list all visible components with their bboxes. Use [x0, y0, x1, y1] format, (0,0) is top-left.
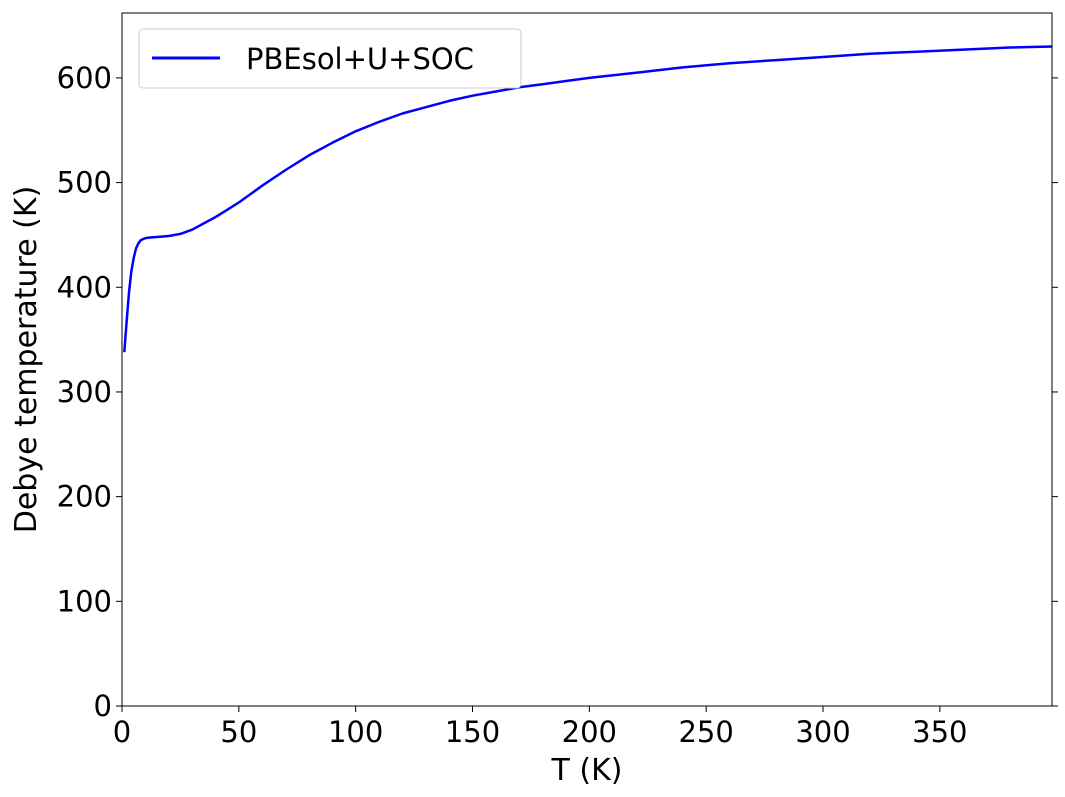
x-tick-label: 0: [113, 715, 131, 749]
y-tick-label: 400: [57, 270, 112, 304]
x-tick-label: 100: [328, 715, 383, 749]
y-tick-label: 200: [57, 480, 112, 514]
y-tick-label: 0: [94, 689, 112, 723]
x-tick-label: 300: [795, 715, 850, 749]
y-axis-label: Debye temperature (K): [9, 186, 44, 534]
y-tick-label: 600: [57, 61, 112, 95]
y-axis-ticks: 0 100 200 300 400 500 600: [57, 61, 1058, 723]
x-tick-label: 350: [912, 715, 967, 749]
legend: PBEsol+U+SOC: [138, 28, 522, 89]
y-tick-label: 100: [57, 584, 112, 618]
series-line-0: [123, 45, 1053, 353]
x-tick-label: 250: [678, 715, 733, 749]
legend-box: [138, 28, 522, 89]
series-layer: [123, 45, 1053, 353]
x-tick-label: 200: [562, 715, 617, 749]
y-tick-label: 500: [57, 166, 112, 200]
x-tick-label: 150: [445, 715, 500, 749]
x-tick-label: 50: [220, 715, 257, 749]
y-tick-label: 300: [57, 375, 112, 409]
x-axis-label: T (K): [551, 753, 623, 788]
x-axis-ticks: 0 50 100 150 200 250 300 350: [113, 706, 968, 749]
legend-entry-pbesol-u-soc: PBEsol+U+SOC: [246, 42, 474, 76]
plot-frame: [121, 12, 1053, 707]
